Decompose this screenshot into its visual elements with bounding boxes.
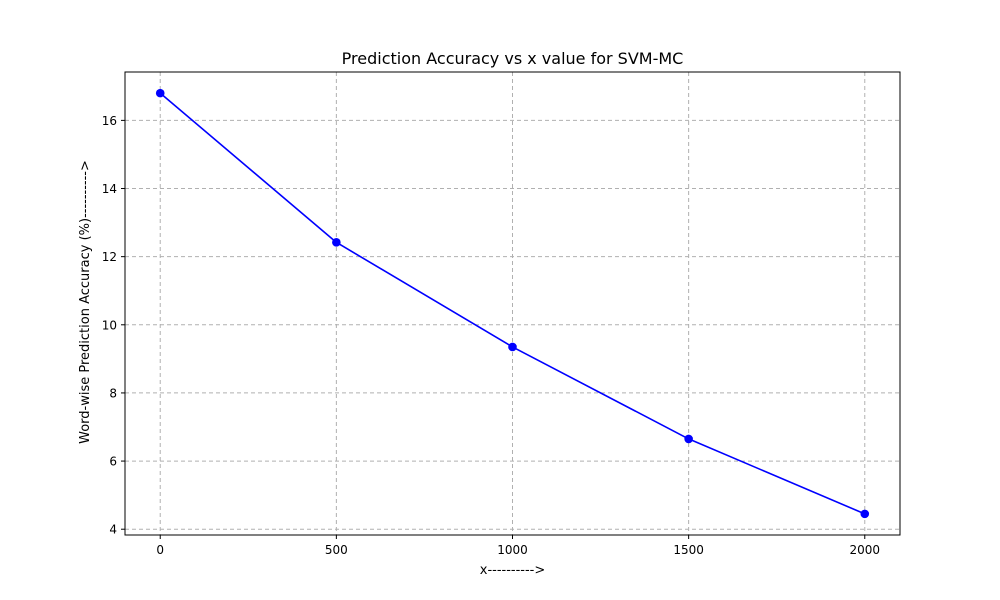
x-tick-label: 500 <box>325 543 348 557</box>
tick-layer: 0 500 1000 1500 2000 4 6 8 10 12 14 16 <box>102 114 880 557</box>
y-tick-label: 4 <box>109 523 117 537</box>
data-point-marker <box>860 509 870 519</box>
x-tick-label: 1000 <box>497 543 528 557</box>
y-tick-label: 14 <box>102 182 117 196</box>
x-tick-label: 1500 <box>673 543 704 557</box>
y-tick-label: 10 <box>102 318 117 332</box>
y-axis-label: Word-wise Prediction Accuracy (%)-------… <box>78 160 93 444</box>
x-axis-label: x----------> <box>480 563 546 578</box>
y-tick-label: 16 <box>102 114 117 128</box>
series-layer <box>155 88 870 519</box>
data-point-marker <box>508 342 517 352</box>
y-tick-label: 12 <box>102 250 117 264</box>
data-point-marker <box>155 88 165 98</box>
y-tick-label: 8 <box>109 386 117 400</box>
chart-title: Prediction Accuracy vs x value for SVM-M… <box>342 49 684 68</box>
grid-layer <box>125 72 900 535</box>
x-tick-label: 2000 <box>849 543 880 557</box>
x-tick-label: 0 <box>156 543 164 557</box>
y-tick-label: 6 <box>109 455 117 469</box>
data-point-marker <box>684 434 693 444</box>
data-point-marker <box>332 238 341 247</box>
